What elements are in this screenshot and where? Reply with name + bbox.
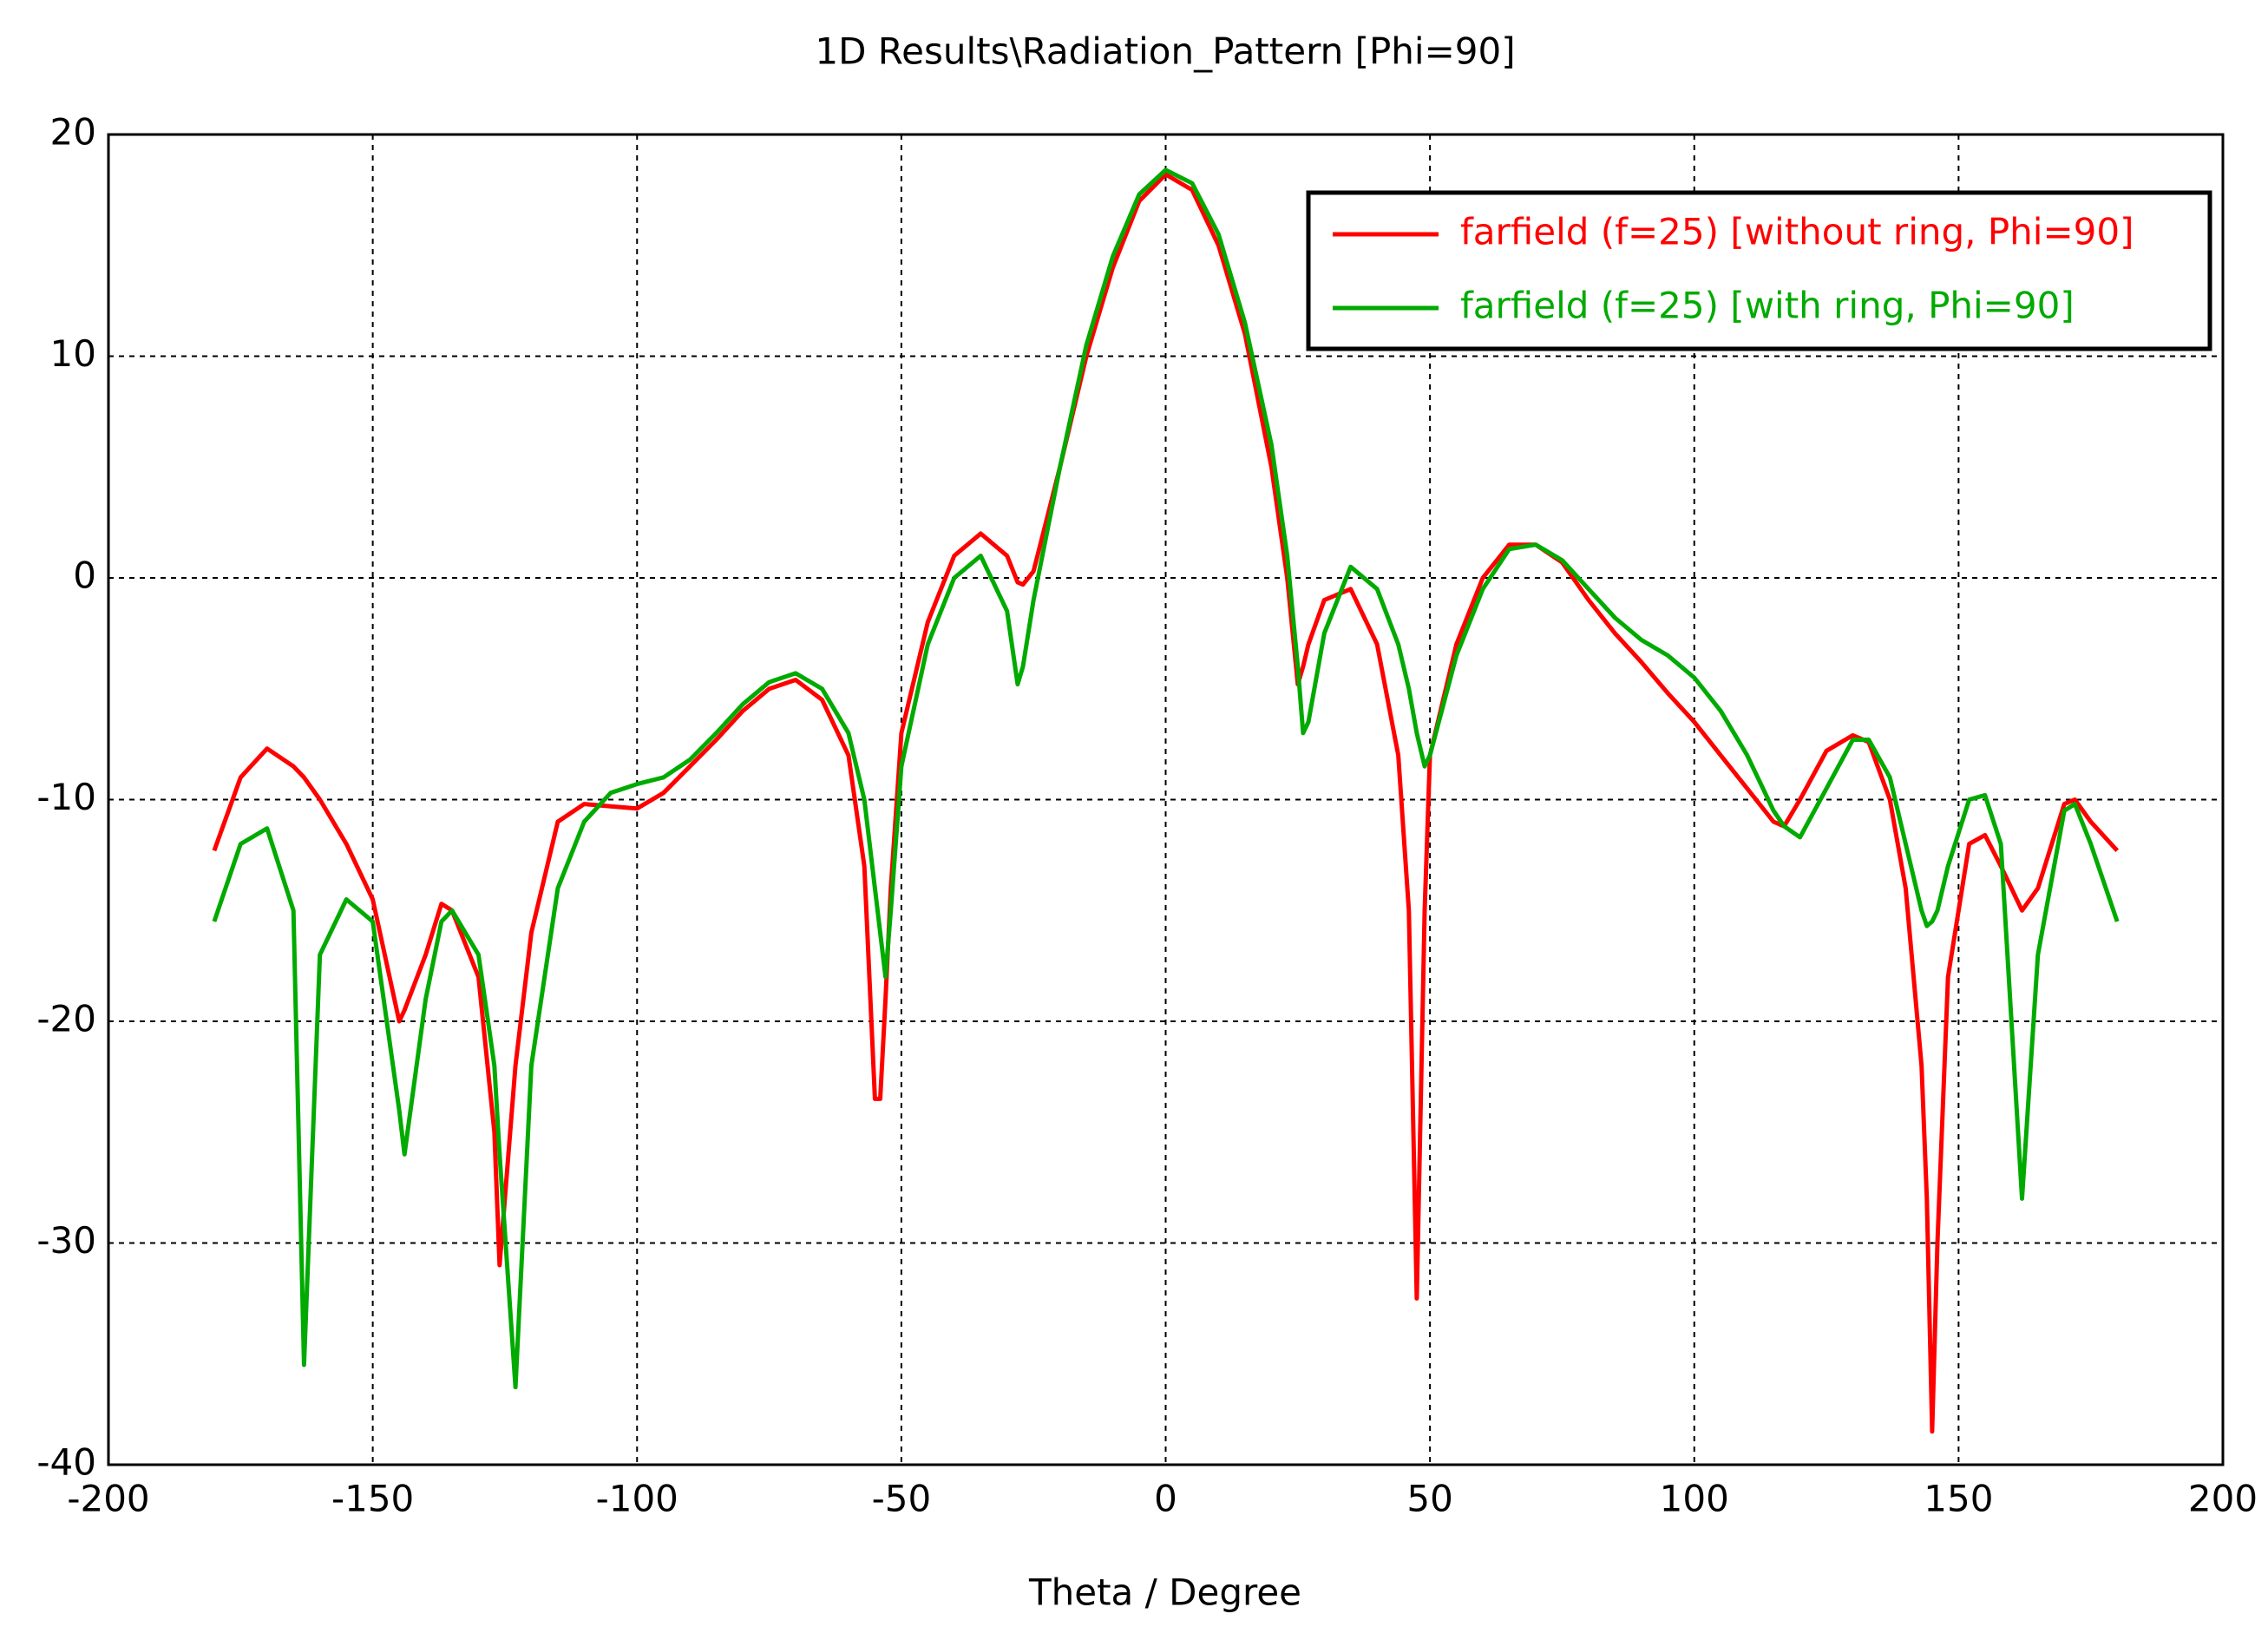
x-axis-label: Theta / Degree	[1028, 1571, 1301, 1614]
x-tick-label: -100	[596, 1478, 678, 1520]
y-tick-label: -10	[36, 776, 96, 818]
x-tick-label: -150	[331, 1478, 414, 1520]
x-tick-label: 100	[1660, 1478, 1729, 1520]
y-tick-label: -20	[36, 998, 96, 1040]
y-tick-label: 0	[73, 554, 96, 597]
chart-title: 1D Results\Radiation_Pattern [Phi=90]	[815, 30, 1515, 73]
y-tick-label: 20	[50, 111, 96, 154]
legend-label: farfield (f=25) [with ring, Phi=90]	[1460, 285, 2075, 327]
plot-frame	[107, 133, 2225, 1466]
x-tick-label: -200	[67, 1478, 149, 1520]
x-tick-label: 0	[1154, 1478, 1177, 1520]
x-tick-label: 150	[1924, 1478, 1993, 1520]
x-tick-label: 200	[2188, 1478, 2258, 1520]
y-tick-label: -30	[36, 1219, 96, 1262]
y-tick-label: -40	[36, 1441, 96, 1484]
x-tick-label: 50	[1406, 1478, 1452, 1520]
x-tick-label: -50	[872, 1478, 932, 1520]
series-line	[212, 167, 2120, 1390]
legend-box	[1306, 190, 2212, 351]
y-tick-label: 10	[50, 332, 96, 375]
legend-label: farfield (f=25) [without ring, Phi=90]	[1460, 211, 2134, 253]
